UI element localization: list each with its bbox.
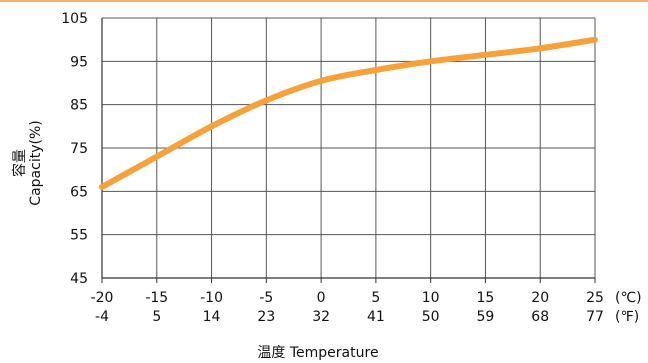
y-tick-label: 65 [70,184,88,200]
y-tick-labels: 105 95 85 75 65 55 45 [61,11,88,287]
x-tick-label-celsius: 0 [317,290,326,306]
x-tick-label-fahrenheit: 5 [152,309,161,325]
x-tick-label-celsius: -15 [145,290,168,306]
x-tick-label-fahrenheit: 59 [477,309,495,325]
series-layer [99,36,598,190]
capacity-series-line [99,36,598,190]
x-tick-label-fahrenheit: 41 [367,309,385,325]
y-axis-title-cn: 容量 [11,149,28,177]
y-tick-label: 45 [70,271,88,287]
x-tick-label-fahrenheit: 23 [257,309,275,325]
x-tick-labels: -20 -4 -15 5 -10 14 -5 23 0 32 5 41 10 50 15 59 20 68 25 77 [91,290,604,325]
x-axis-title: 温度 Temperature [257,345,378,361]
x-tick-label-fahrenheit: 50 [422,309,440,325]
x-tick-label-celsius: 20 [531,290,549,306]
x-tick-label-celsius: 5 [371,290,380,306]
x-tick-label-celsius: -5 [259,290,273,306]
top-accent-rule [0,0,648,2]
y-tick-label: 95 [70,54,88,70]
axes [101,18,596,283]
x-tick-label-fahrenheit: 14 [203,309,221,325]
x-tick-label-celsius: -20 [91,290,114,306]
x-tick-label-fahrenheit: 68 [531,309,549,325]
y-tick-label: 55 [70,228,88,244]
x-tick-label-fahrenheit: 77 [586,309,604,325]
x-tick-label-celsius: -10 [200,290,223,306]
x-tick-label-fahrenheit: 32 [312,309,330,325]
x-tick-label-fahrenheit: -4 [95,309,109,325]
y-tick-label: 75 [70,141,88,157]
y-axis-title-en: Capacity(%) [28,120,44,205]
y-tick-label: 105 [61,11,88,27]
unit-celsius-label: (℃) [615,290,642,306]
unit-fahrenheit-label: (℉) [615,309,639,325]
x-tick-label-celsius: 15 [477,290,495,306]
x-tick-label-celsius: 10 [422,290,440,306]
y-tick-label: 85 [70,98,88,114]
x-tick-label-celsius: 25 [586,290,604,306]
